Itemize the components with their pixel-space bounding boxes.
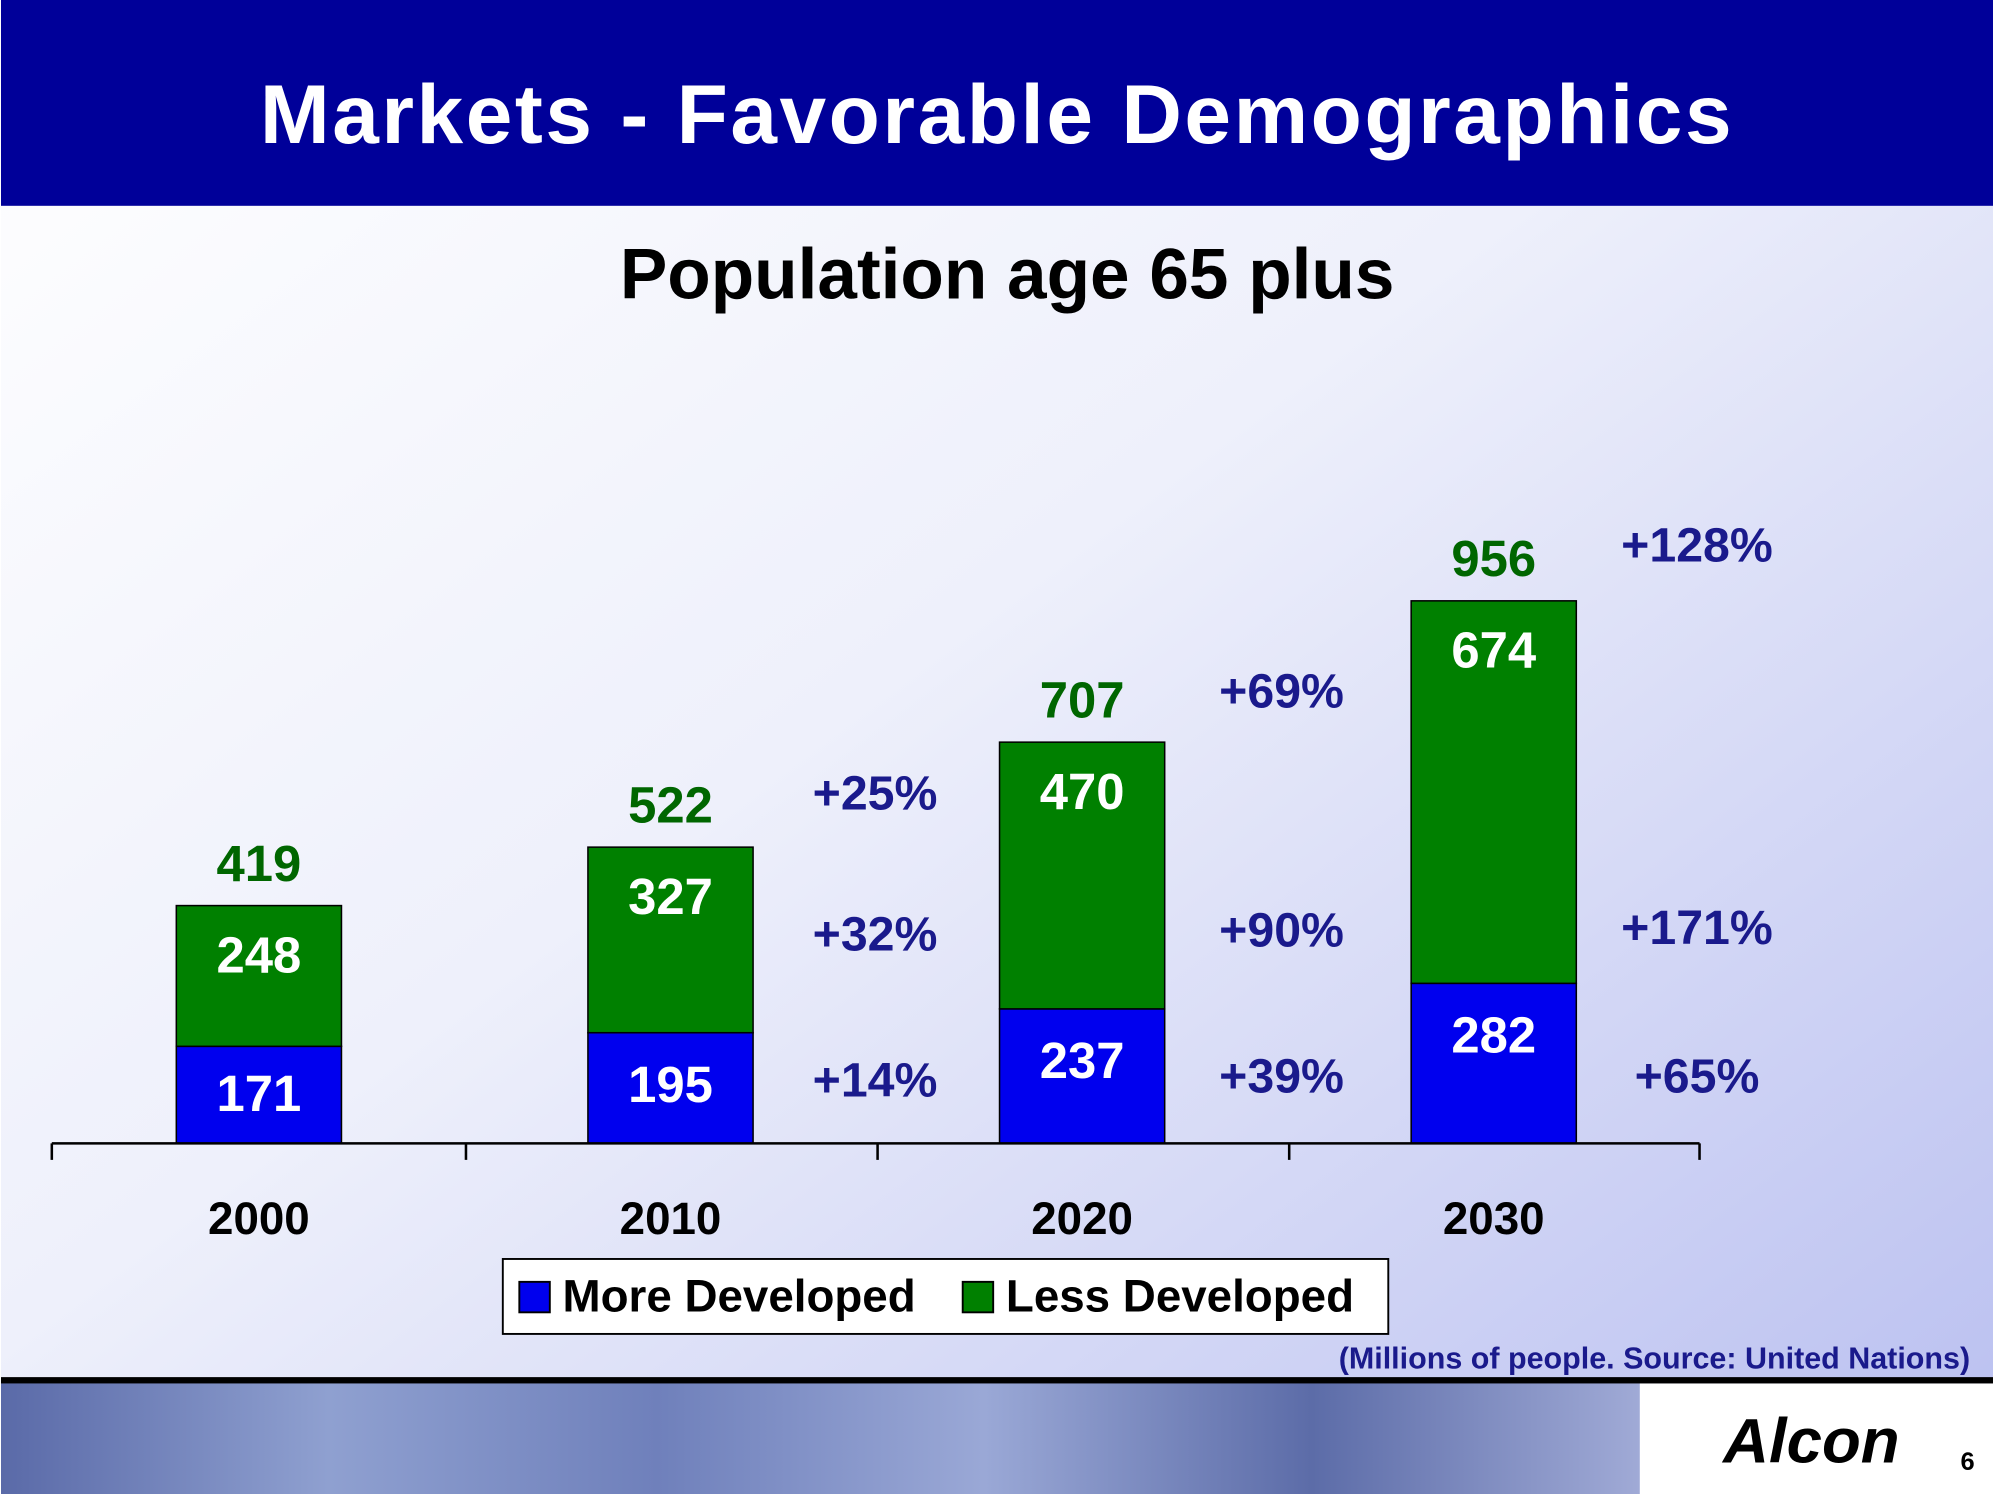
header-band bbox=[1, 0, 1993, 206]
legend-swatch bbox=[518, 1280, 551, 1314]
source-note: (Millions of people. Source: United Nati… bbox=[1339, 1342, 1970, 1376]
page-number: 6 bbox=[1961, 1448, 1975, 1476]
legend-box bbox=[501, 1258, 1390, 1335]
bar-segment bbox=[998, 1008, 1166, 1145]
segment-label: 237 bbox=[1040, 1032, 1125, 1089]
growth-label: +69% bbox=[1219, 665, 1344, 719]
x-tick-label: 2010 bbox=[620, 1193, 722, 1244]
growth-label: +65% bbox=[1635, 1050, 1760, 1104]
growth-label: +171% bbox=[1621, 901, 1773, 955]
bar-segment bbox=[998, 741, 1166, 1010]
total-label: 956 bbox=[1451, 530, 1536, 587]
total-label: 522 bbox=[628, 776, 713, 833]
segment-label: 282 bbox=[1451, 1007, 1536, 1064]
growth-label: +90% bbox=[1219, 904, 1344, 958]
growth-label: +14% bbox=[813, 1053, 938, 1107]
growth-label: +25% bbox=[813, 766, 938, 820]
growth-label: +32% bbox=[813, 907, 938, 961]
bar-segment bbox=[175, 904, 343, 1048]
x-tick-label: 2000 bbox=[208, 1193, 310, 1244]
x-tick-label: 2020 bbox=[1031, 1193, 1133, 1244]
growth-label: +128% bbox=[1621, 519, 1773, 573]
total-label: 419 bbox=[217, 835, 302, 892]
logo-area bbox=[1639, 1383, 1993, 1494]
legend-swatch bbox=[961, 1280, 995, 1314]
legend-label: Less Developed bbox=[1006, 1271, 1354, 1322]
segment-label: 674 bbox=[1451, 622, 1536, 679]
bar-segment bbox=[1410, 600, 1578, 985]
segment-label: 470 bbox=[1040, 763, 1125, 820]
total-label: 707 bbox=[1040, 671, 1125, 728]
slide-title: Markets - Favorable Demographics bbox=[260, 67, 1734, 161]
growth-label: +39% bbox=[1219, 1050, 1344, 1104]
x-tick-label: 2030 bbox=[1443, 1193, 1545, 1244]
bar-segment bbox=[1410, 982, 1578, 1145]
chart-title: Population age 65 plus bbox=[620, 235, 1395, 314]
segment-label: 171 bbox=[217, 1065, 302, 1122]
photo-strip bbox=[1, 1383, 1640, 1494]
segment-label: 327 bbox=[628, 868, 713, 925]
bar-segment bbox=[587, 846, 754, 1034]
footer-rule bbox=[1, 1377, 1993, 1384]
legend-label: More Developed bbox=[563, 1271, 916, 1322]
logo: Alcon bbox=[1721, 1406, 1899, 1477]
segment-label: 248 bbox=[217, 926, 302, 983]
segment-label: 195 bbox=[628, 1056, 713, 1113]
